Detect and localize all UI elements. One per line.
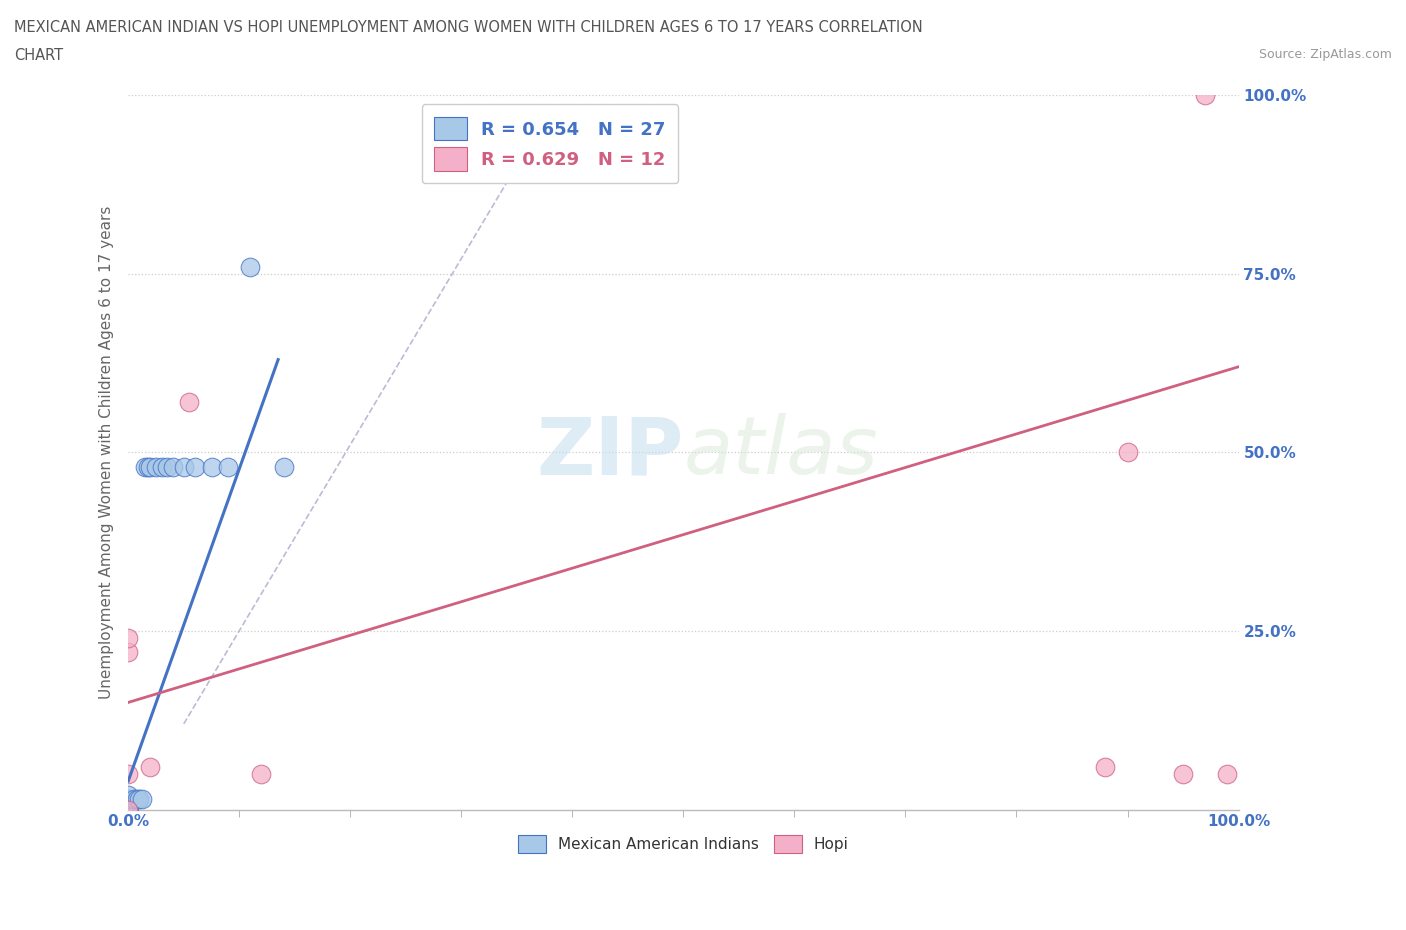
Point (117, 766, 139, 781)
Point (173, 459, 195, 474)
Point (117, 645, 139, 660)
Point (273, 459, 295, 474)
Text: CHART: CHART (14, 48, 63, 63)
Point (117, 802, 139, 817)
Point (117, 802, 139, 817)
Text: Source: ZipAtlas.com: Source: ZipAtlas.com (1258, 48, 1392, 61)
Point (117, 791, 139, 806)
Point (1194, 88, 1216, 103)
Point (217, 459, 239, 474)
Point (117, 802, 139, 817)
Point (150, 459, 173, 474)
Point (117, 631, 139, 645)
Point (1094, 759, 1116, 774)
Point (117, 799, 139, 814)
Point (117, 795, 139, 810)
Point (1116, 445, 1139, 460)
Point (139, 759, 162, 774)
Point (131, 791, 153, 806)
Point (117, 802, 139, 817)
Point (162, 459, 184, 474)
Point (156, 459, 179, 474)
Point (239, 259, 262, 274)
Point (200, 459, 222, 474)
Point (136, 459, 159, 474)
Y-axis label: Unemployment Among Women with Children Ages 6 to 17 years: Unemployment Among Women with Children A… (100, 206, 114, 699)
Text: MEXICAN AMERICAN INDIAN VS HOPI UNEMPLOYMENT AMONG WOMEN WITH CHILDREN AGES 6 TO: MEXICAN AMERICAN INDIAN VS HOPI UNEMPLOY… (14, 20, 922, 35)
Point (1216, 766, 1239, 781)
Point (122, 791, 145, 806)
Point (145, 459, 167, 474)
Point (117, 788, 139, 803)
Text: atlas: atlas (683, 414, 879, 491)
Point (128, 791, 150, 806)
Text: ZIP: ZIP (536, 414, 683, 491)
Point (117, 802, 139, 817)
Point (184, 459, 207, 474)
Point (1171, 766, 1194, 781)
Point (134, 459, 156, 474)
Point (117, 802, 139, 817)
Point (179, 395, 201, 410)
Point (127, 791, 149, 806)
Point (250, 766, 273, 781)
Point (117, 802, 139, 817)
Legend: Mexican American Indians, Hopi: Mexican American Indians, Hopi (512, 830, 855, 859)
Point (139, 459, 162, 474)
